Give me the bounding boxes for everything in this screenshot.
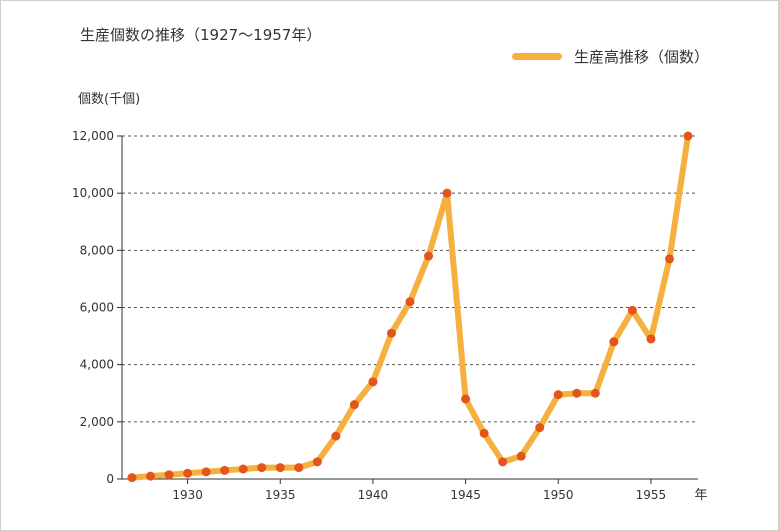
data-point-1943 [424,251,434,261]
data-point-1957 [683,131,693,141]
data-point-1955 [646,334,656,344]
data-point-1936 [294,463,304,473]
y-tick-label-6000: 6,000 [80,301,114,315]
x-tick-label-1930: 1930 [172,488,203,502]
y-tick-label-0: 0 [106,472,114,486]
data-point-1931 [201,467,211,477]
y-tick-label-10000: 10,000 [72,186,114,200]
y-tick-label-12000: 12,000 [72,129,114,143]
x-tick-label-1945: 1945 [450,488,481,502]
data-point-1948 [516,451,526,461]
chart-title: 生産個数の推移（1927〜1957年） [80,26,322,44]
x-tick-label-1940: 1940 [358,488,389,502]
data-point-1950 [553,390,563,400]
data-point-1946 [479,428,489,438]
series-lines [129,133,691,481]
data-point-1928 [146,471,156,481]
series-line-0 [129,133,691,481]
grid-lines [122,135,698,423]
x-tick-label-1950: 1950 [543,488,574,502]
data-point-1951 [572,388,582,398]
data-point-1933 [238,464,248,474]
y-axis-label: 個数(千個) [78,92,141,107]
data-point-1932 [220,465,230,475]
data-point-1935 [275,463,285,473]
data-point-1952 [590,388,600,398]
data-point-1927 [127,473,137,483]
x-tick-label-1955: 1955 [636,488,667,502]
axes [117,135,698,484]
data-point-1934 [257,463,267,473]
tick-labels: 0 2,000 4,000 6,000 8,000 10,000 12,000 1930 193… [72,129,708,503]
data-point-1947 [498,457,508,467]
data-point-1954 [627,305,637,315]
x-tick-label-1935: 1935 [265,488,296,502]
y-tick-label-2000: 2,000 [80,415,114,429]
data-point-1942 [405,297,415,307]
data-point-1937 [312,457,322,467]
data-point-1930 [183,468,193,478]
data-point-1956 [664,254,674,264]
series-points [127,131,693,483]
x-axis-label: 年 [694,488,707,503]
data-point-1944 [442,188,452,198]
legend-swatch [512,53,562,60]
data-point-1953 [609,337,619,347]
legend-label: 生産高推移（個数） [574,48,710,66]
y-tick-label-8000: 8,000 [80,243,114,257]
data-point-1939 [349,400,359,410]
data-point-1941 [386,328,396,338]
data-point-1949 [535,423,545,433]
data-point-1938 [331,431,341,441]
y-tick-label-4000: 4,000 [80,358,114,372]
data-point-1940 [368,377,378,387]
data-point-1945 [461,394,471,404]
legend: 生産高推移（個数） [512,46,709,67]
data-point-1929 [164,470,174,480]
